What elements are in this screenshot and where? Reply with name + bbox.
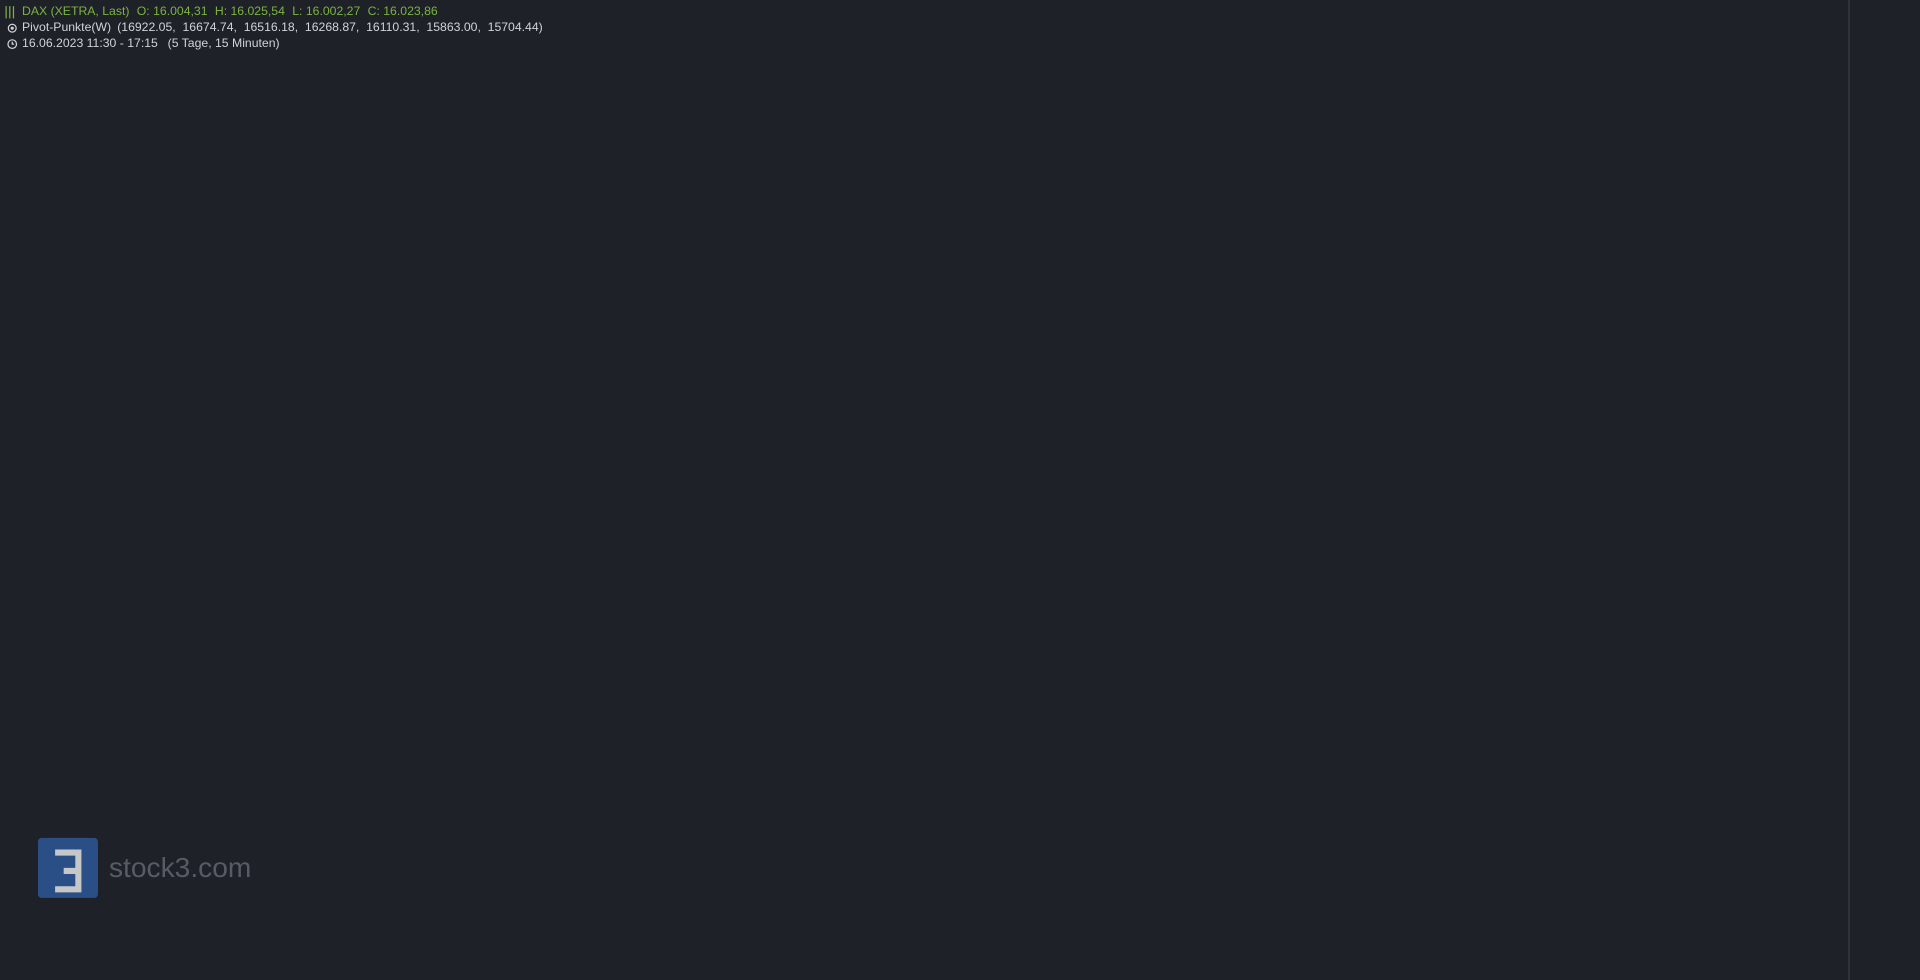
legend: DAX (XETRA, Last) O: 16.004,31 H: 16.025,5…	[22, 4, 438, 18]
indicator-icon-dot	[10, 26, 14, 30]
period: 16.06.2023 11:30 - 17:15 (5 Tage, 15 Minu…	[22, 36, 280, 50]
clock-hands	[11, 41, 15, 45]
header: DAX (XETRA, Last) O: 16.004,31 H: 16.025,5…	[5, 4, 543, 50]
candle-icon	[5, 6, 15, 19]
clock-icon	[7, 39, 18, 49]
indicator: Pivot-Punkte(W) (16922.05, 16674.74, 1651…	[22, 20, 543, 34]
logo: stock3.com	[37, 837, 251, 898]
logo-mark	[55, 849, 82, 893]
legend-low: L: 16.002,27	[292, 4, 360, 18]
period-range: 16.06.2023 11:30 - 17:15	[22, 36, 158, 50]
legend-close: C: 16.023,86	[368, 4, 438, 18]
indicator-icon	[7, 23, 17, 33]
series-name: DAX (XETRA, Last)	[22, 4, 129, 18]
period-detail: (5 Tage, 15 Minuten)	[168, 36, 280, 50]
legend-high: H: 16.025,54	[215, 4, 285, 18]
indicator-params: (16922.05, 16674.74, 16516.18, 16268.87,…	[117, 20, 543, 34]
legend-open: O: 16.004,31	[137, 4, 208, 18]
logo-text: stock3.com	[109, 852, 251, 883]
indicator-name: Pivot-Punkte(W)	[22, 20, 111, 34]
